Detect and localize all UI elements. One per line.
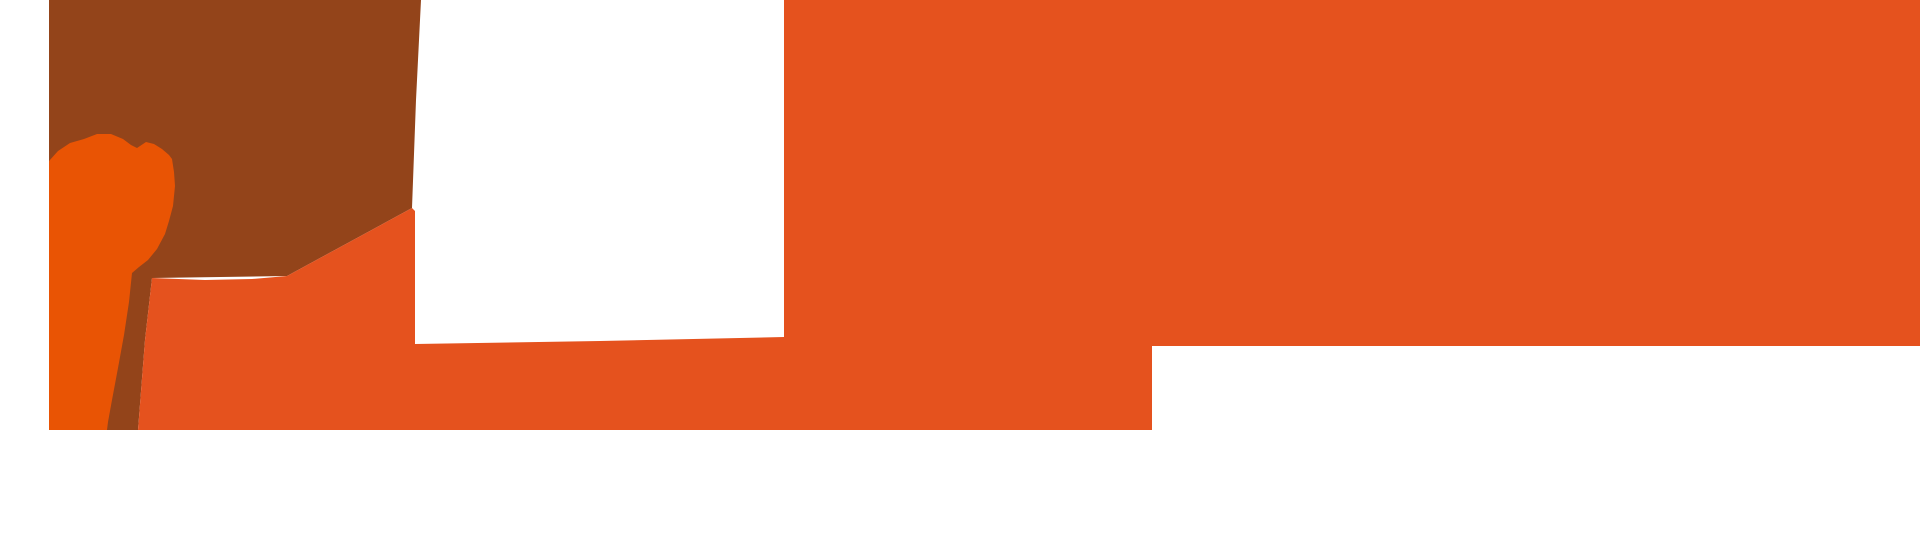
orange-swoosh-shape bbox=[138, 0, 1920, 430]
brown-blob-shape bbox=[49, 0, 421, 430]
orange-disc-shape bbox=[49, 134, 175, 430]
